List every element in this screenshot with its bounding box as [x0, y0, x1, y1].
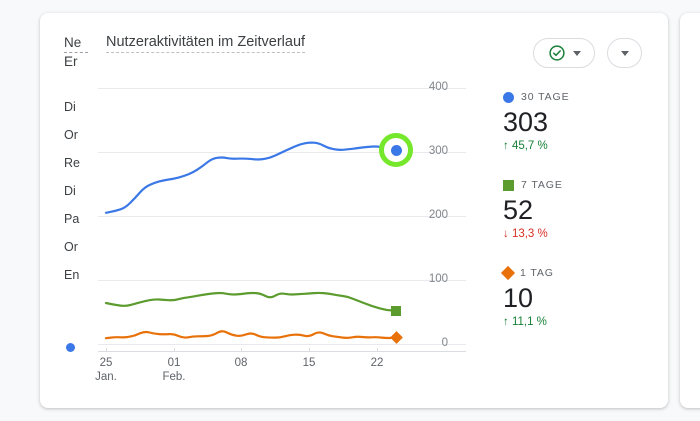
background-legend-dot [66, 343, 75, 352]
stat-label: 30 TAGE [521, 91, 570, 103]
background-panel-subtitle: Er [64, 54, 78, 69]
y-axis-label: 100 [428, 273, 448, 285]
series-line [104, 141, 398, 214]
diamond-marker-icon [500, 265, 516, 281]
gridline [98, 280, 466, 281]
background-panel-row: Di [64, 184, 76, 198]
stat-header: 30 TAGE [503, 90, 643, 104]
gridline [98, 216, 466, 217]
background-panel-row: Di [64, 100, 76, 114]
y-axis-label: 200 [428, 209, 448, 221]
stat-header: 7 TAGE [503, 178, 643, 192]
more-options-button[interactable] [607, 38, 642, 68]
x-axis-tick [241, 348, 242, 352]
background-panel-title: Ne [64, 33, 104, 53]
check-circle-icon [548, 45, 565, 61]
chart-title: Nutzeraktivitäten im Zeitverlauf [106, 34, 306, 53]
stat-block: 30 TAGE 303 ↑ 45,7 % [503, 90, 643, 152]
series-end-point-7-tage[interactable] [391, 305, 401, 316]
series-line [104, 291, 398, 312]
stat-label: 7 TAGE [521, 179, 563, 191]
y-axis-label: 400 [428, 81, 448, 93]
circle-marker-icon [503, 91, 514, 103]
series-lines [104, 141, 398, 340]
y-axis-label: 0 [441, 337, 448, 349]
gridline [98, 88, 466, 89]
x-axis-line [98, 351, 466, 352]
stat-delta: ↑ 11,1 % [503, 316, 547, 328]
y-axis-label: 300 [428, 145, 448, 157]
background-panel-row: En [64, 268, 80, 282]
x-axis-label: 15 [302, 357, 316, 369]
chart-detail-overlay: Nutzeraktivitäten im Zeitverlauf 0 100 200… [88, 18, 668, 390]
background-panel-row: Pa [64, 212, 80, 226]
x-axis-tick [174, 348, 175, 352]
stat-delta: ↓ 13,3 % [503, 228, 548, 240]
chart-plot-area: 0 100 200 300 400 25 Jan. 01 Feb. 08 15 22 [95, 80, 466, 383]
series-stats-list: 30 TAGE 303 ↑ 45,7 % 7 TAGE 52 ↓ 13,3 % 1 TAG 1… [500, 90, 643, 354]
next-dashboard-card [680, 13, 700, 408]
chevron-down-icon [620, 50, 629, 56]
stat-header: 1 TAG [500, 265, 643, 281]
stat-label: 1 TAG [520, 267, 554, 279]
square-marker-icon [503, 179, 514, 191]
status-filter-button[interactable] [533, 38, 595, 68]
stat-value: 10 [503, 283, 534, 313]
series-line [104, 330, 398, 340]
chevron-down-icon [572, 50, 581, 56]
stat-value: 303 [503, 107, 549, 137]
gridline [98, 344, 466, 345]
x-axis-tick [106, 348, 107, 352]
background-panel-row: Re [64, 156, 80, 170]
x-axis-label: 25 Jan. [95, 357, 117, 383]
stat-block: 1 TAG 10 ↑ 11,1 % [500, 265, 643, 328]
x-axis-tick [377, 348, 378, 352]
series-end-point-30-tage[interactable] [390, 144, 402, 156]
background-panel-row: Or [64, 128, 78, 142]
stat-block: 7 TAGE 52 ↓ 13,3 % [503, 178, 643, 240]
x-axis-tick [309, 348, 310, 352]
x-axis-label: 08 [234, 357, 248, 369]
background-panel-row: Or [64, 240, 78, 254]
x-axis-label: 22 [370, 357, 384, 369]
stat-delta: ↑ 45,7 % [503, 140, 548, 152]
x-axis-label: 01 Feb. [162, 357, 186, 383]
stat-value: 52 [503, 195, 534, 225]
